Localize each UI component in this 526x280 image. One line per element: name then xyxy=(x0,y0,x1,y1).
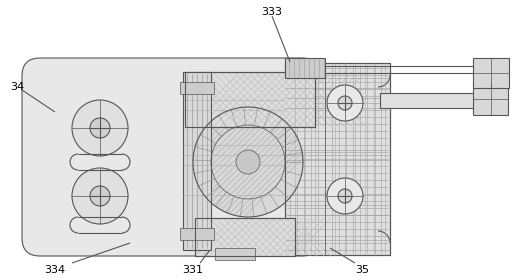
Circle shape xyxy=(193,107,303,217)
Circle shape xyxy=(327,85,363,121)
Bar xyxy=(473,58,509,88)
Bar xyxy=(285,63,390,255)
Bar xyxy=(185,72,315,127)
Circle shape xyxy=(90,186,110,206)
Circle shape xyxy=(236,150,260,174)
Bar xyxy=(473,83,508,115)
Circle shape xyxy=(338,189,352,203)
Text: 334: 334 xyxy=(44,265,66,275)
Bar xyxy=(285,63,390,255)
Bar xyxy=(285,58,325,78)
Text: 34: 34 xyxy=(10,82,24,92)
Text: 333: 333 xyxy=(261,7,282,17)
Bar xyxy=(195,218,295,256)
Bar xyxy=(183,72,211,250)
Circle shape xyxy=(90,118,110,138)
FancyBboxPatch shape xyxy=(22,58,320,256)
Circle shape xyxy=(72,100,128,156)
Bar xyxy=(380,93,490,108)
Text: 35: 35 xyxy=(355,265,369,275)
Text: 331: 331 xyxy=(183,265,204,275)
Circle shape xyxy=(338,96,352,110)
Bar xyxy=(215,248,255,260)
Circle shape xyxy=(72,168,128,224)
Bar xyxy=(180,82,214,94)
Circle shape xyxy=(327,178,363,214)
Bar xyxy=(195,218,295,256)
Bar xyxy=(185,72,315,127)
Bar xyxy=(180,228,214,240)
